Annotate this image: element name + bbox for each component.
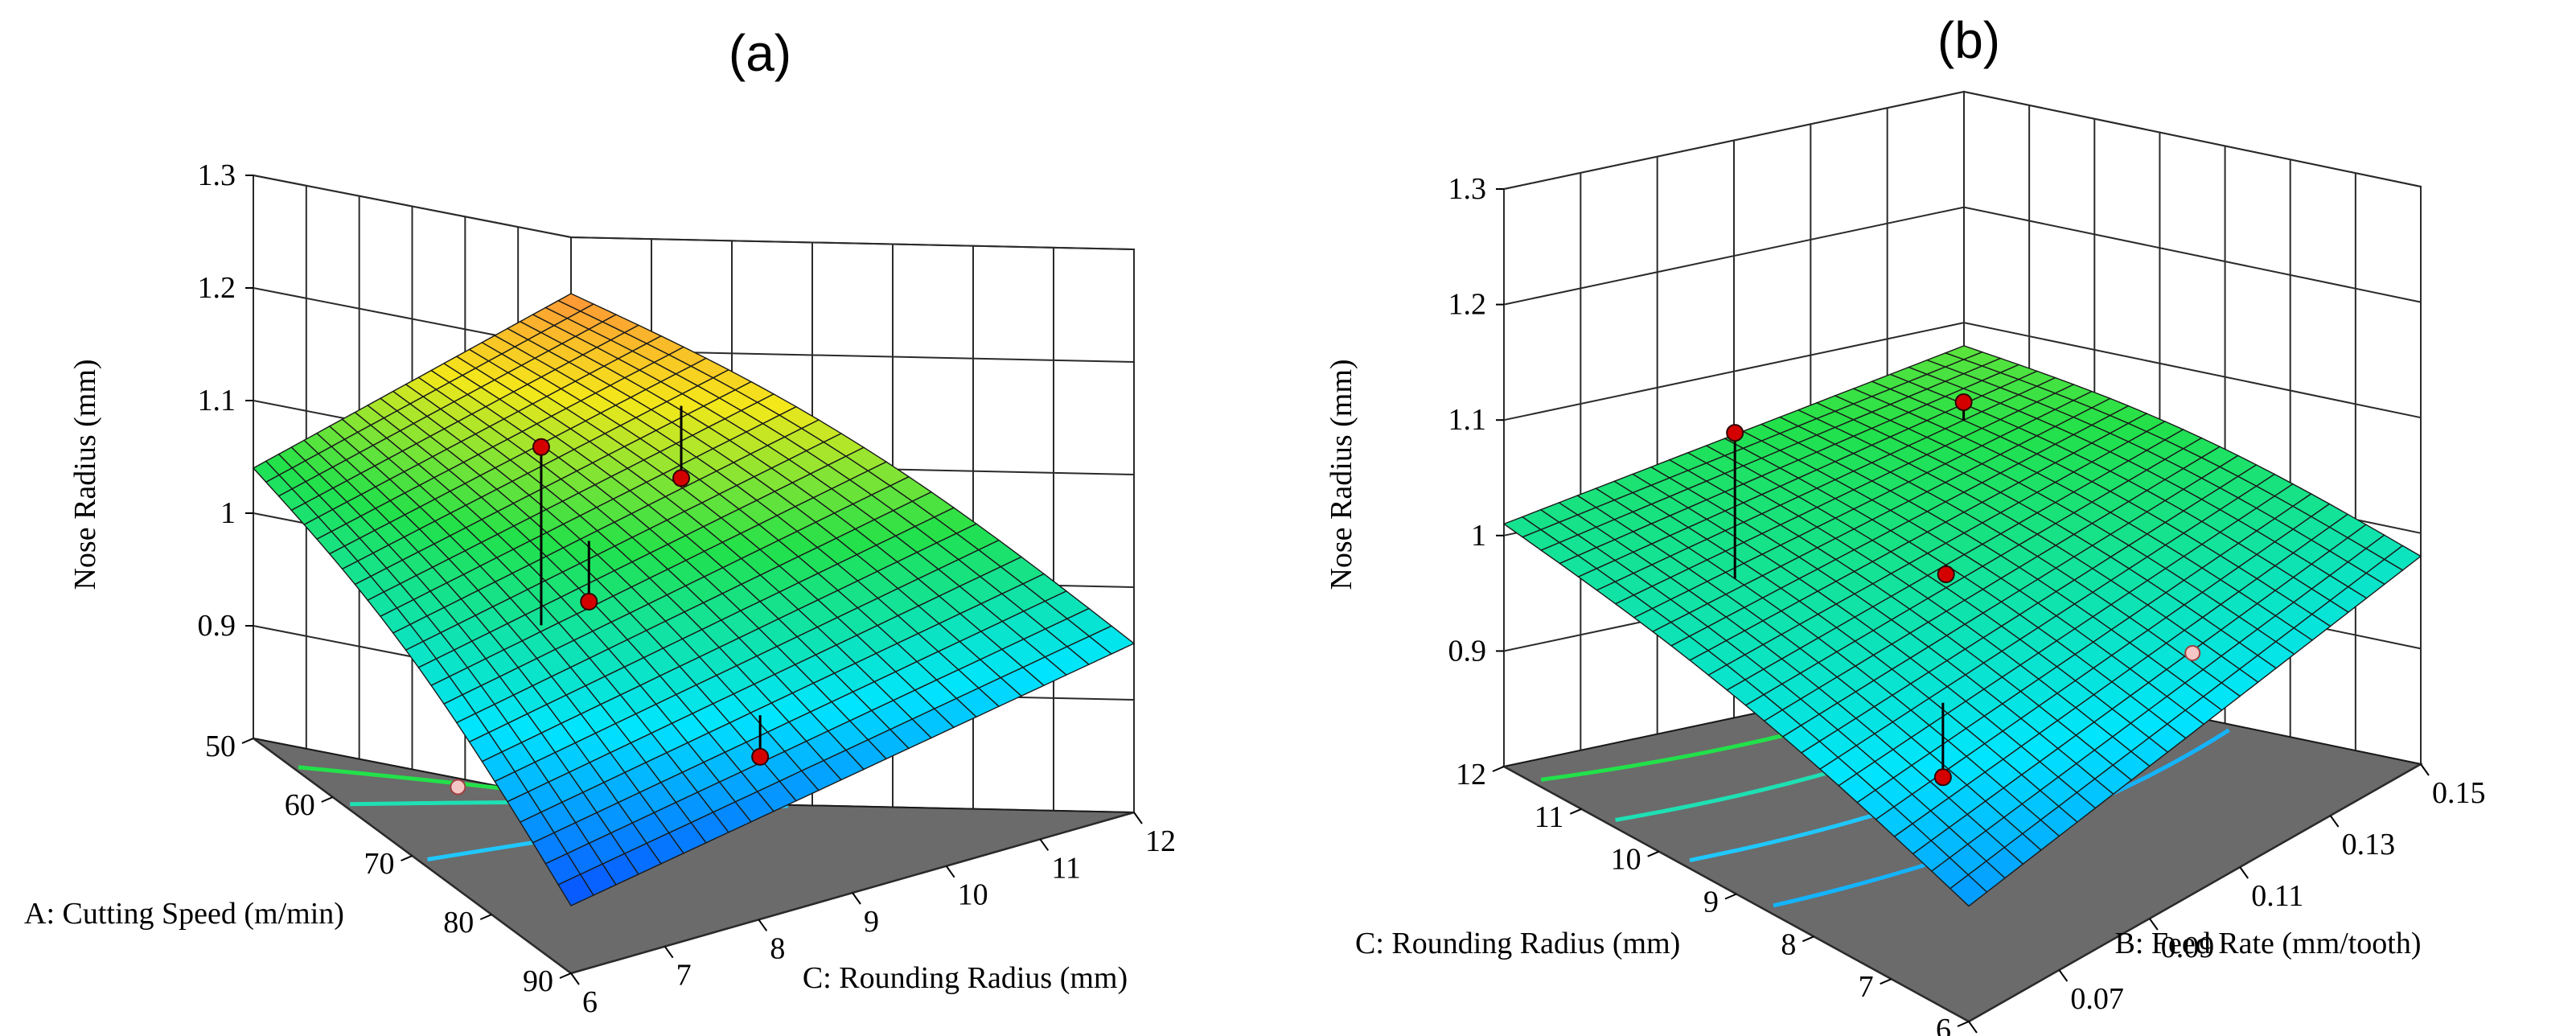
x-tick-mark xyxy=(1492,766,1505,772)
y-tick-mark xyxy=(2148,918,2159,931)
z-axis-label: Nose Radius (mm) xyxy=(68,359,102,590)
surface-cell xyxy=(2383,545,2422,571)
x-axis-label: A: Cutting Speed (m/min) xyxy=(24,897,344,931)
z-axis-ticks: 0.9 1 1.1 1.2 1.3 xyxy=(198,158,253,643)
z-gridline xyxy=(253,287,1135,363)
x-tick-mark xyxy=(401,855,413,861)
y-tick-mark xyxy=(570,972,580,985)
z-tick-label: 1 xyxy=(1471,519,1486,553)
y-axis-ticks: 0.05 0.07 0.09 0.11 0.13 0.15 xyxy=(1968,763,2486,1036)
design-point-marker xyxy=(1726,424,1744,442)
design-points xyxy=(450,405,770,796)
z-tick-label: 1.2 xyxy=(198,271,236,305)
z-axis-label: Nose Radius (mm) xyxy=(1325,359,1358,590)
y-tick-label: 0.15 xyxy=(2432,776,2486,810)
y-tick-label: 0.13 xyxy=(2342,828,2396,861)
y-tick-label: 7 xyxy=(676,959,692,993)
y-axis-label: C: Rounding Radius (mm) xyxy=(803,961,1128,995)
design-point-marker xyxy=(1937,565,1955,584)
z-tick-label: 1.1 xyxy=(198,384,236,417)
y-tick-label: 10 xyxy=(958,878,988,912)
x-tick-label: 50 xyxy=(205,730,236,763)
design-point-marker xyxy=(532,438,550,456)
z-gridline xyxy=(1503,206,2422,306)
y-tick-mark xyxy=(1968,1021,1978,1034)
x-tick-mark xyxy=(1957,1021,1970,1027)
x-tick-mark xyxy=(1802,935,1814,943)
y-tick-label: 12 xyxy=(1145,824,1176,858)
x-tick-label: 10 xyxy=(1611,843,1641,877)
x-axis-label: C: Rounding Radius (mm) xyxy=(1355,927,1680,960)
y-axis-label: B: Feed Rate (mm/tooth) xyxy=(2114,927,2421,960)
x-tick-label: 60 xyxy=(285,788,315,822)
surface-cell xyxy=(1088,625,1136,655)
y-tick-label: 6 xyxy=(582,985,598,1019)
z-tick-label: 1.3 xyxy=(198,158,236,192)
x-tick-mark xyxy=(1880,978,1892,985)
x-tick-label: 11 xyxy=(1535,800,1564,834)
z-tick-label: 1.2 xyxy=(1448,288,1487,322)
y-tick-mark xyxy=(852,892,861,905)
chart-panel-b: (b) 0.9 1 1.1 1.2 1.3 Nose Radius (mm) 12 11 10 9 8… xyxy=(1325,11,2486,1036)
x-tick-label: 9 xyxy=(1703,886,1719,919)
z-axis-ticks: 0.9 1 1.1 1.2 1.3 xyxy=(1448,172,1504,668)
response-surface xyxy=(1502,345,2422,907)
y-tick-mark xyxy=(2058,969,2069,982)
y-tick-mark xyxy=(2420,763,2430,776)
design-point-marker xyxy=(672,469,691,487)
front-right-edge xyxy=(1968,763,2422,1023)
z-tick-label: 0.9 xyxy=(198,609,236,643)
design-points xyxy=(1726,393,2201,787)
z-tick-label: 1.1 xyxy=(1448,403,1487,437)
x-axis-ticks: 12 11 10 9 8 7 6 xyxy=(1456,758,1970,1036)
x-tick-label: 6 xyxy=(1936,1013,1951,1036)
y-tick-mark xyxy=(1039,838,1050,851)
x-tick-label: 8 xyxy=(1781,927,1796,961)
y-tick-label: 0.07 xyxy=(2070,982,2124,1016)
x-tick-label: 90 xyxy=(523,964,553,998)
x-tick-mark xyxy=(241,738,254,744)
design-point-marker-below xyxy=(450,779,466,796)
design-point-marker xyxy=(580,592,598,610)
y-tick-mark xyxy=(1133,812,1143,824)
y-tick-mark xyxy=(945,865,955,878)
z-gridline xyxy=(253,175,1135,250)
response-surface xyxy=(252,293,1136,906)
x-tick-label: 70 xyxy=(364,847,395,881)
design-point-marker xyxy=(751,747,770,766)
panel-title: (a) xyxy=(729,24,791,82)
y-tick-mark xyxy=(2239,866,2249,879)
y-tick-mark xyxy=(664,946,674,959)
y-tick-mark xyxy=(758,919,768,931)
x-tick-mark xyxy=(479,914,492,920)
panel-title: (b) xyxy=(1937,11,2000,69)
y-tick-label: 0.09 xyxy=(2161,931,2215,964)
x-tick-mark xyxy=(1647,850,1660,857)
y-tick-label: 9 xyxy=(864,905,879,939)
design-point-marker xyxy=(1954,393,1973,412)
y-tick-label: 0.11 xyxy=(2251,879,2303,913)
x-tick-label: 7 xyxy=(1859,970,1874,1004)
z-tick-label: 1 xyxy=(220,496,236,530)
y-tick-label: 11 xyxy=(1051,851,1081,885)
x-tick-mark xyxy=(559,972,572,979)
z-tick-label: 1.3 xyxy=(1448,172,1487,206)
y-tick-label: 8 xyxy=(770,931,785,965)
x-tick-label: 12 xyxy=(1456,758,1486,791)
z-tick-label: 0.9 xyxy=(1448,634,1487,668)
y-axis-ticks: 6 7 8 9 10 11 12 xyxy=(570,812,1176,1019)
design-point-marker-below xyxy=(2184,644,2201,661)
x-tick-mark xyxy=(321,796,334,803)
y-tick-mark xyxy=(2329,815,2340,828)
x-tick-label: 80 xyxy=(443,906,474,939)
x-tick-mark xyxy=(1724,893,1737,900)
z-gridline xyxy=(1503,90,2422,190)
design-point-marker xyxy=(1933,768,1952,787)
x-axis-ticks: 50 60 70 80 90 xyxy=(205,730,572,998)
y-tick-label: 0.05 xyxy=(1980,1034,2034,1036)
x-tick-mark xyxy=(1569,808,1582,815)
